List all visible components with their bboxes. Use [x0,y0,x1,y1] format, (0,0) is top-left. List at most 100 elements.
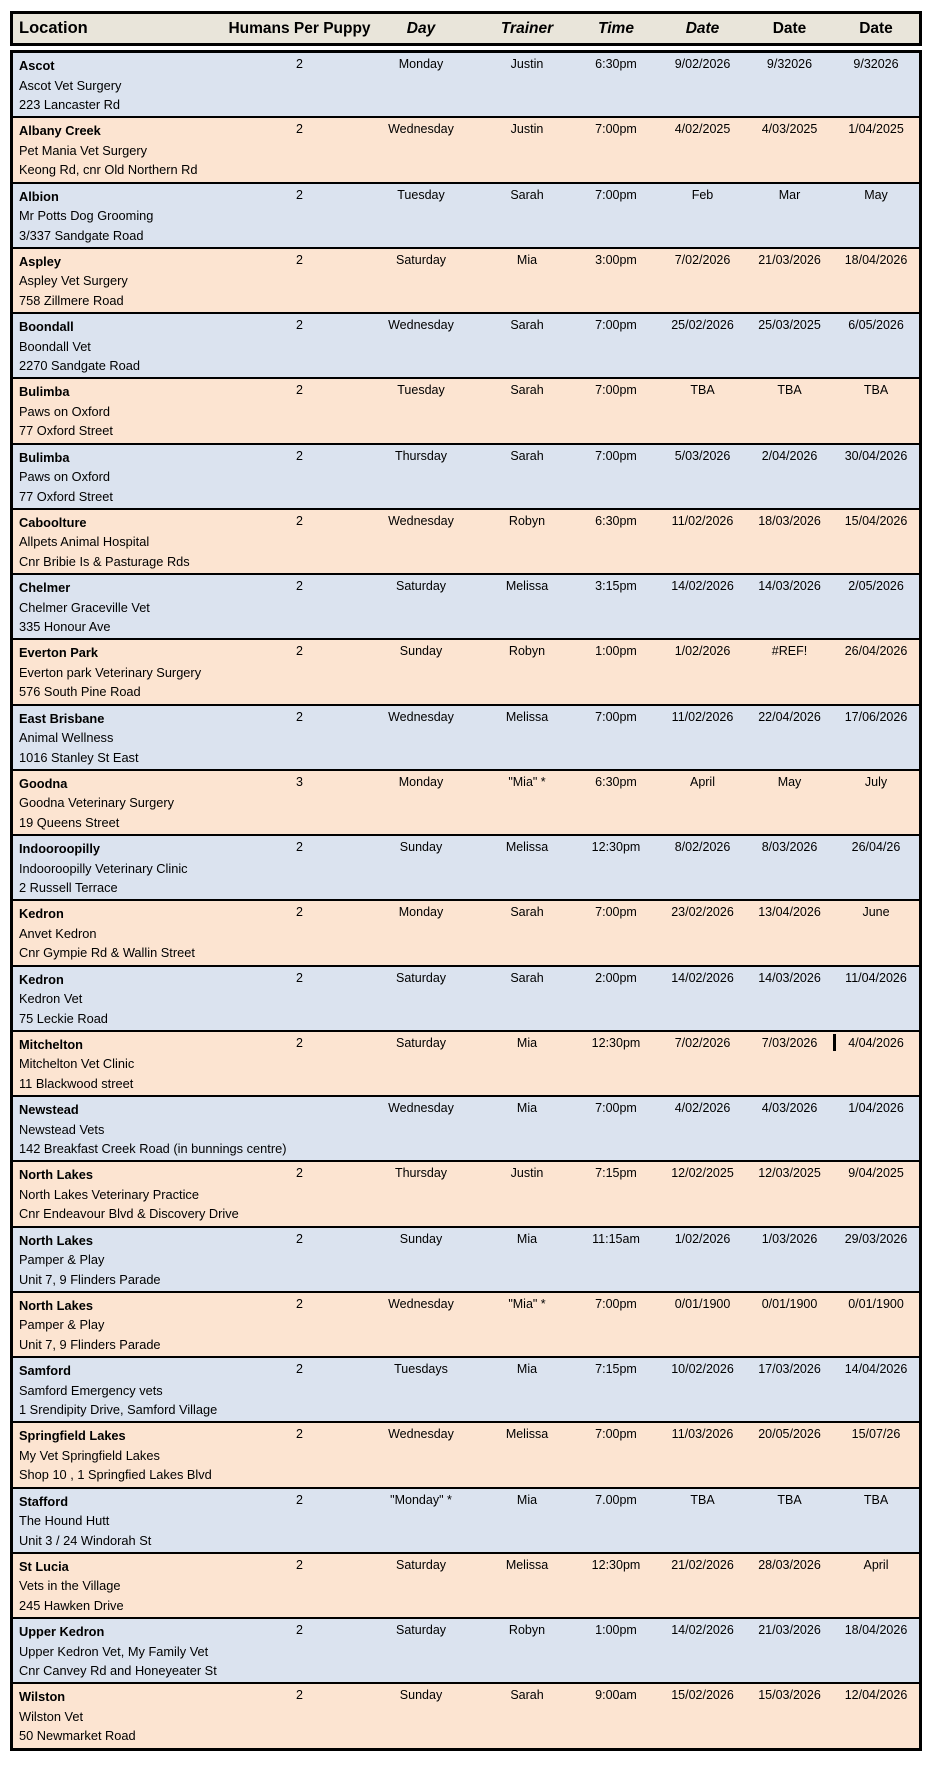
time-cell[interactable]: 3:00pm [595,252,637,267]
trainer-cell[interactable]: Sarah [510,187,544,202]
date-2-cell[interactable]: 17/03/2026 [758,1362,821,1376]
time-cell[interactable]: 7:00pm [595,122,637,137]
date-1-cell[interactable]: Feb [691,187,714,202]
humans-per-puppy-cell[interactable]: 2 [296,579,303,593]
trainer-cell[interactable]: Sarah [510,383,544,398]
time-cell[interactable]: 7:00pm [595,709,637,724]
humans-per-puppy-cell[interactable]: 2 [296,1557,303,1572]
humans-per-puppy-cell[interactable]: 2 [296,1623,303,1637]
time-cell[interactable]: 7:00pm [595,1427,637,1442]
time-cell[interactable]: 3:15pm [595,579,637,593]
location-cell[interactable]: Stafford The Hound Hutt Unit 3 / 24 Wind… [13,1489,238,1552]
humans-per-puppy-cell[interactable]: 2 [296,1427,303,1442]
time-cell[interactable]: 7:00pm [595,1296,637,1311]
location-cell[interactable]: Bulimba Paws on Oxford 77 Oxford Street [13,445,238,508]
date-3-cell[interactable]: 2/05/2026 [833,575,919,638]
time-cell[interactable]: 11:15am [592,1231,640,1246]
date-1-cell[interactable]: 12/02/2025 [671,1166,734,1181]
time-cell[interactable]: 6:30pm [595,57,637,71]
column-header-day[interactable]: Day [406,19,436,37]
location-cell[interactable]: Wilston Wilston Vet 50 Newmarket Road [13,1684,238,1747]
date-2-cell[interactable]: 28/03/2026 [758,1557,821,1572]
time-cell[interactable]: 12:30pm [591,1035,641,1050]
date-1-cell[interactable]: TBA [690,383,715,398]
date-3-cell[interactable]: 9/04/2025 [833,1162,919,1225]
day-cell[interactable]: Wednesday [388,1296,454,1311]
location-cell[interactable]: Samford Samford Emergency vets 1 Srendip… [13,1358,238,1421]
trainer-cell[interactable]: Melissa [505,840,549,854]
humans-per-puppy-cell[interactable]: 2 [296,1296,303,1311]
day-cell[interactable]: "Monday" * [390,1492,452,1507]
date-3-cell[interactable]: 17/06/2026 [833,706,919,769]
day-cell[interactable]: Tuesday [397,383,445,398]
day-cell[interactable]: Sunday [399,1688,443,1703]
date-3-cell[interactable]: 18/04/2026 [833,249,919,312]
date-1-cell[interactable]: 8/02/2026 [674,840,731,854]
location-cell[interactable]: Kedron Anvet Kedron Cnr Gympie Rd & Wall… [13,901,238,964]
day-cell[interactable]: Saturday [395,970,447,985]
day-cell[interactable]: Saturday [395,579,447,593]
day-cell[interactable]: Wednesday [388,318,454,332]
humans-per-puppy-cell[interactable]: 2 [296,1492,303,1507]
date-3-cell[interactable]: 1/04/2025 [833,118,919,181]
day-cell[interactable]: Wednesday [388,709,454,724]
date-1-cell[interactable]: 11/02/2026 [671,709,734,724]
location-cell[interactable]: Chelmer Chelmer Graceville Vet 335 Honou… [13,575,238,638]
trainer-cell[interactable]: Justin [510,122,544,137]
trainer-cell[interactable]: Sarah [510,318,544,332]
trainer-cell[interactable]: Melissa [505,1427,549,1442]
date-2-cell[interactable]: 25/03/2025 [758,318,821,332]
date-2-cell[interactable]: 2/04/2026 [761,448,818,463]
date-1-cell[interactable]: 14/02/2026 [671,579,734,593]
location-cell[interactable]: Boondall Boondall Vet 2270 Sandgate Road [13,314,238,377]
humans-per-puppy-cell[interactable]: 2 [296,513,303,528]
date-2-cell[interactable]: 9/32026 [766,57,813,71]
day-cell[interactable]: Thursday [394,1166,448,1181]
column-header-humans-per-puppy[interactable]: Humans Per Puppy [228,19,371,37]
date-2-cell[interactable]: 21/03/2026 [758,1623,821,1637]
humans-per-puppy-cell[interactable]: 2 [296,1035,303,1050]
date-2-cell[interactable]: TBA [777,383,802,398]
location-cell[interactable]: Indooroopilly Indooroopilly Veterinary C… [13,836,238,899]
date-2-cell[interactable]: 4/03/2025 [761,122,818,137]
location-cell[interactable]: Albany Creek Pet Mania Vet Surgery Keong… [13,118,238,181]
date-1-cell[interactable]: 23/02/2026 [671,905,734,920]
time-cell[interactable]: 2:00pm [595,970,637,985]
time-cell[interactable]: 7:00pm [595,905,637,920]
column-header-location[interactable]: Location [19,19,88,37]
time-cell[interactable]: 6:30pm [595,513,637,528]
date-3-cell[interactable]: 15/07/26 [833,1423,919,1486]
date-2-cell[interactable]: May [777,774,802,789]
time-cell[interactable]: 12:30pm [591,840,641,854]
date-1-cell[interactable]: 11/02/2026 [671,513,734,528]
day-cell[interactable]: Saturday [395,252,447,267]
humans-per-puppy-cell[interactable]: 2 [296,709,303,724]
date-3-cell[interactable]: April [833,1554,919,1617]
column-header-date-3[interactable]: Date [859,19,893,37]
date-2-cell[interactable]: 12/03/2025 [758,1166,821,1181]
date-1-cell[interactable]: 14/02/2026 [671,1623,734,1637]
date-2-cell[interactable]: TBA [777,1492,802,1507]
date-3-cell[interactable]: 29/03/2026 [833,1228,919,1291]
date-3-cell[interactable]: 26/04/26 [833,836,919,899]
day-cell[interactable]: Wednesday [388,122,454,137]
humans-per-puppy-cell[interactable]: 2 [296,1231,303,1246]
location-cell[interactable]: Aspley Aspley Vet Surgery 758 Zillmere R… [13,249,238,312]
trainer-cell[interactable]: Melissa [505,579,549,593]
trainer-cell[interactable]: Robyn [508,644,546,659]
trainer-cell[interactable]: Sarah [510,1688,544,1703]
date-3-cell[interactable]: May [833,184,919,247]
humans-per-puppy-cell[interactable]: 2 [296,318,303,332]
date-1-cell[interactable]: 10/02/2026 [671,1362,734,1376]
date-1-cell[interactable]: 0/01/1900 [674,1296,731,1311]
time-cell[interactable]: 1:00pm [595,644,637,659]
trainer-cell[interactable]: Sarah [510,448,544,463]
date-3-cell[interactable]: July [833,771,919,834]
date-2-cell[interactable]: 13/04/2026 [758,905,821,920]
date-3-cell[interactable]: 6/05/2026 [833,314,919,377]
location-cell[interactable]: Springfield Lakes My Vet Springfield Lak… [13,1423,238,1486]
trainer-cell[interactable]: "Mia" * [508,1296,546,1311]
date-3-cell[interactable]: June [833,901,919,964]
time-cell[interactable]: 12:30pm [591,1557,641,1572]
location-cell[interactable]: Mitchelton Mitchelton Vet Clinic 11 Blac… [13,1032,238,1095]
